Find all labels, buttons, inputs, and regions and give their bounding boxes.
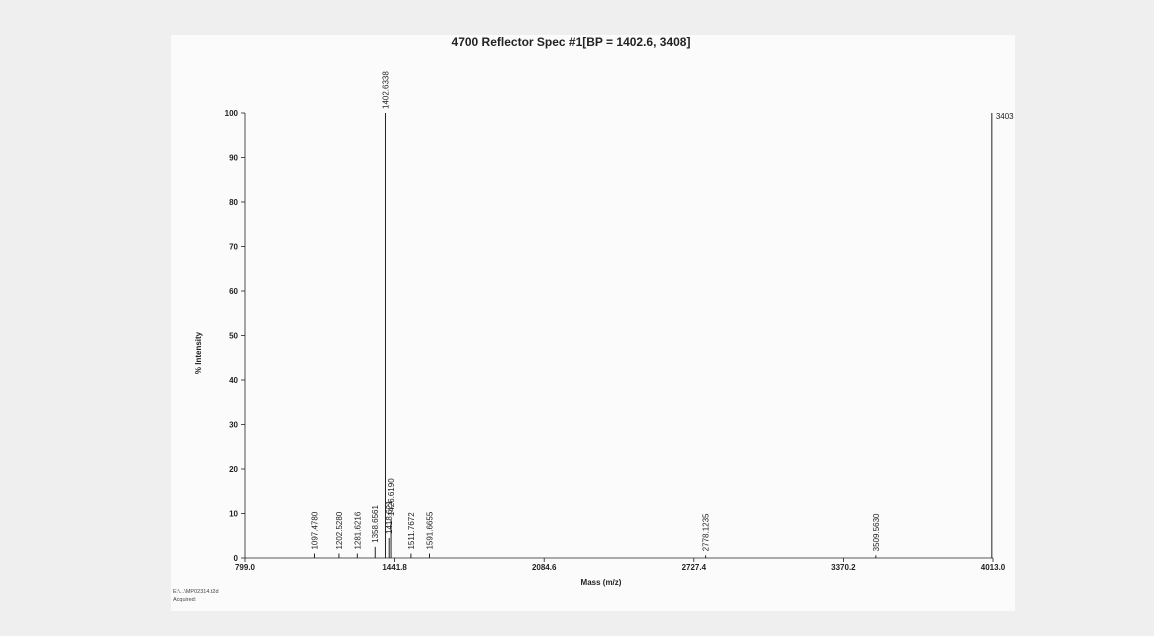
y-tick-label: 100 (225, 109, 239, 118)
y-tick-label: 50 (229, 332, 238, 341)
chart-title: 4700 Reflector Spec #1[BP = 1402.6, 3408… (452, 35, 691, 49)
x-tick-label: 799.0 (235, 563, 256, 572)
footer-acquired: Acquired: (173, 597, 197, 603)
y-axis: 0 10 20 30 40 50 60 70 80 90 100 (225, 109, 246, 563)
peak-label: 2778.1235 (702, 513, 711, 551)
peak-label: 1511.7672 (407, 512, 416, 550)
peak-label: 1418.621 (385, 500, 394, 534)
y-tick-label: 20 (229, 465, 238, 474)
peak-label: 3403 (996, 112, 1014, 121)
y-tick-label: 90 (229, 154, 238, 163)
x-axis-label: Mass (m/z) (581, 578, 622, 587)
peak-label: 1097.4780 (310, 511, 319, 549)
peaks: 1097.4780 1202.5280 1281.6216 1358.6561 1402… (310, 71, 1014, 558)
y-axis-label: % Intensity (194, 331, 203, 374)
x-tick-label: 4013.0 (981, 563, 1006, 572)
x-tick-label: 3370.2 (831, 563, 856, 572)
x-tick-label: 1441.8 (382, 563, 407, 572)
footer-file-path: E:\...\MP02314.t2d (173, 589, 219, 595)
y-tick-label: 60 (229, 287, 238, 296)
x-tick-label: 2084.6 (532, 563, 557, 572)
peak-label: 1281.6216 (353, 511, 362, 549)
peak-label: 1426.6190 (387, 478, 396, 516)
y-tick-label: 30 (229, 421, 238, 430)
y-tick-label: 10 (229, 510, 238, 519)
y-tick-label: 40 (229, 376, 238, 385)
peak-label: 1591.6655 (425, 511, 434, 549)
peak-label: 1358.6561 (371, 505, 380, 543)
x-axis: 799.0 1441.8 2084.6 2727.4 3370.2 4013.0 (235, 557, 1006, 572)
peak-label: 1202.5280 (335, 511, 344, 549)
y-tick-label: 0 (234, 554, 239, 563)
y-tick-label: 70 (229, 243, 238, 252)
peak-label: 3509.5630 (872, 513, 881, 551)
mass-spectrum-chart: 4700 Reflector Spec #1[BP = 1402.6, 3408… (173, 35, 1014, 603)
y-tick-label: 80 (229, 198, 238, 207)
x-tick-label: 2727.4 (682, 563, 707, 572)
peak-label: 1402.6338 (381, 71, 390, 109)
spectrum-page: 4700 Reflector Spec #1[BP = 1402.6, 3408… (171, 35, 1015, 611)
